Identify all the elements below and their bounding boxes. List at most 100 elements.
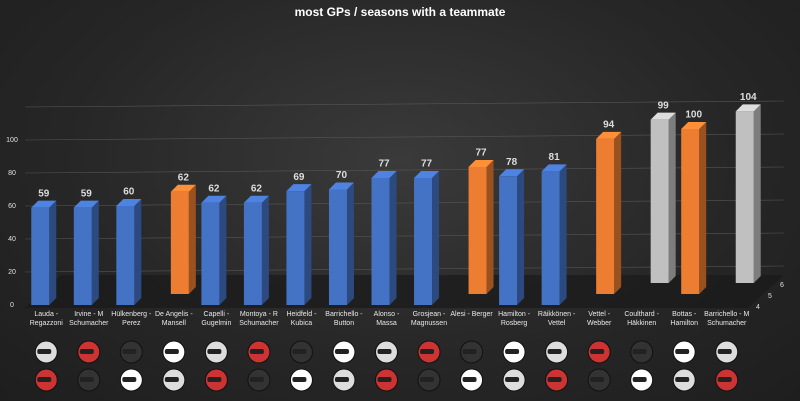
value-label: 104 xyxy=(740,92,757,103)
helmet-visor xyxy=(207,349,222,354)
bar-top xyxy=(243,195,269,203)
x-tick-label: Alesi - Berger xyxy=(450,311,493,318)
value-label: 69 xyxy=(293,172,305,183)
bar-side xyxy=(559,164,567,305)
x-tick-label: Barrichello - M Schumacher xyxy=(704,311,750,327)
bar xyxy=(681,129,700,294)
bar-group xyxy=(286,184,312,305)
helmet-visor xyxy=(377,349,392,354)
x-tick-label: Lauda - Regazzoni xyxy=(29,311,63,327)
y-tick-label: 100 xyxy=(6,137,18,144)
bar xyxy=(116,206,135,305)
value-label: 81 xyxy=(549,152,561,163)
helmet-visor xyxy=(632,349,647,354)
y-tick-label: 80 xyxy=(8,170,16,177)
bar xyxy=(371,177,390,305)
helmet-visor xyxy=(717,377,732,382)
y-tick-label: 40 xyxy=(8,236,16,243)
depth-label: 4 xyxy=(756,304,760,311)
bar-top xyxy=(468,159,494,167)
y-tick-label: 60 xyxy=(8,203,16,210)
bar-side xyxy=(346,182,354,305)
helmet-visor xyxy=(377,377,392,382)
bar-top xyxy=(116,199,142,206)
x-tick-label: Montoya - R Schumacher xyxy=(239,311,279,327)
bar-side xyxy=(517,169,525,305)
helmet-visor xyxy=(79,349,94,354)
value-label: 70 xyxy=(336,170,348,181)
bar-top xyxy=(201,195,227,203)
helmet-visor xyxy=(292,377,307,382)
bar xyxy=(596,138,615,294)
helmet-visor xyxy=(590,349,605,354)
helmet-visor xyxy=(675,377,690,382)
bar-top xyxy=(681,122,707,129)
value-label: 99 xyxy=(658,100,670,111)
helmet-visor xyxy=(420,349,435,354)
helmet-visor xyxy=(462,349,477,354)
helmet-visor xyxy=(590,377,605,382)
x-tick-label: Vettel - Webber xyxy=(586,311,612,327)
bar-group xyxy=(596,131,622,294)
bar xyxy=(541,171,560,305)
value-label: 100 xyxy=(685,110,702,121)
bar-top xyxy=(73,200,99,208)
bar-side xyxy=(389,170,397,305)
bar xyxy=(735,111,754,284)
chart-title: most GPs / seasons with a teammate xyxy=(295,5,506,19)
helmet-visor xyxy=(37,377,52,382)
bar-group xyxy=(735,104,761,284)
value-label: 77 xyxy=(378,159,390,170)
helmet-visor xyxy=(717,349,732,354)
bar xyxy=(499,176,518,305)
bar xyxy=(414,177,433,305)
bar-side xyxy=(668,112,676,284)
bar-side xyxy=(261,195,269,305)
x-tick-label: Heidfeld - Kubica xyxy=(286,311,317,327)
helmet-visor xyxy=(334,377,349,382)
helmet-visor xyxy=(505,349,520,354)
bar-top xyxy=(735,104,761,112)
helmet-visor xyxy=(164,377,179,382)
bar xyxy=(286,191,305,305)
bar xyxy=(650,119,669,284)
bar-top xyxy=(31,200,57,208)
bar xyxy=(73,207,92,305)
bar xyxy=(201,202,220,305)
bar-group xyxy=(31,200,57,305)
bar-side xyxy=(304,184,312,305)
helmet-visor xyxy=(547,377,562,382)
x-tick-label: Alonso - Massa xyxy=(373,311,400,327)
bar-group xyxy=(371,170,397,305)
bar-side xyxy=(134,199,142,305)
x-tick-label: Hamilton - Rosberg xyxy=(498,311,531,327)
bar-side xyxy=(49,200,57,305)
value-label: 60 xyxy=(123,187,135,198)
helmet-visor xyxy=(675,349,690,354)
bar-group xyxy=(170,184,196,294)
helmet-visor xyxy=(249,377,264,382)
bar-side xyxy=(188,184,196,294)
bar-group xyxy=(681,122,707,294)
bar-top xyxy=(328,182,354,190)
value-label: 77 xyxy=(421,159,433,170)
y-tick-label: 0 xyxy=(10,302,14,309)
x-tick-label: Barrichello - Button xyxy=(325,311,363,327)
bar-top xyxy=(650,112,676,120)
helmet-visor xyxy=(462,377,477,382)
x-tick-label: Grosjean - Magnussen xyxy=(410,311,448,327)
bar-top xyxy=(371,170,397,178)
bar-group xyxy=(541,164,567,305)
bar-group xyxy=(499,169,525,305)
value-label: 59 xyxy=(38,188,50,199)
value-label: 77 xyxy=(475,148,487,159)
helmet-visor xyxy=(164,349,179,354)
helmet-visor xyxy=(249,349,264,354)
helmet-visor xyxy=(632,377,647,382)
bar-top xyxy=(499,169,525,177)
bar-side xyxy=(91,200,99,305)
helmet-visor xyxy=(207,377,222,382)
helmet-visor xyxy=(505,377,520,382)
